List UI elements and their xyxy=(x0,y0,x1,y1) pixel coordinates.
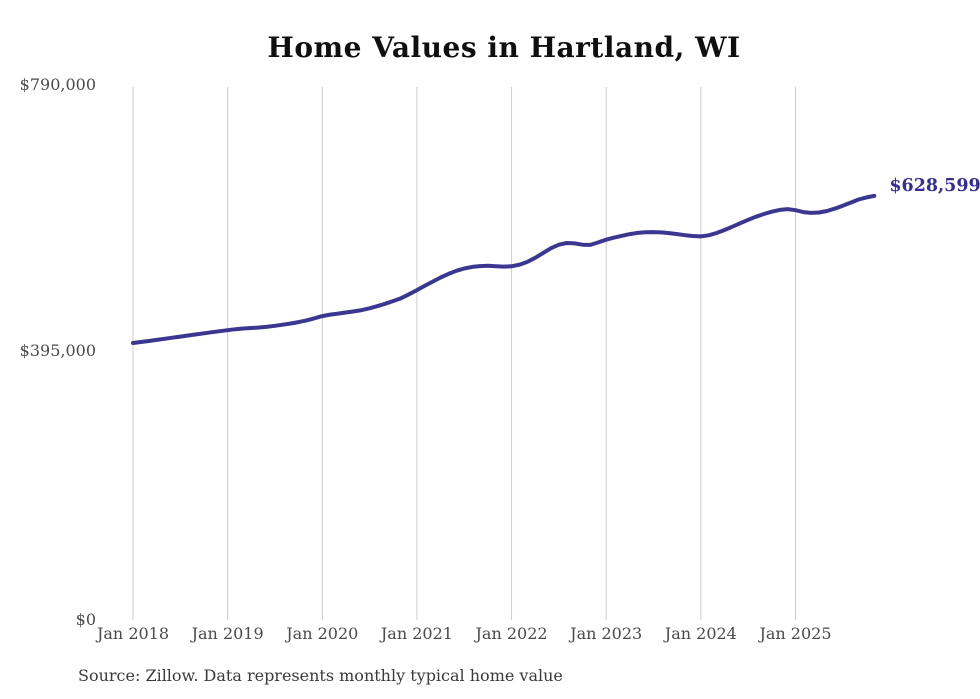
home-value-line xyxy=(131,193,877,345)
x-axis-label-2021: Jan 2021 xyxy=(380,624,453,643)
x-axis-label-2019: Jan 2019 xyxy=(191,624,264,643)
y-axis-label-zero: $0 xyxy=(75,610,96,629)
x-axis-label-2024: Jan 2024 xyxy=(664,624,737,643)
x-axis-label-2018: Jan 2018 xyxy=(96,624,170,643)
y-axis-label-mid: $395,000 xyxy=(19,341,96,360)
current-value-label: $628,599 xyxy=(889,175,980,196)
x-axis-label-2025: Jan 2025 xyxy=(759,624,832,643)
x-axis-label-2020: Jan 2020 xyxy=(286,624,359,643)
x-axis-label-2022: Jan 2022 xyxy=(475,624,548,643)
source-note: Source: Zillow. Data represents monthly … xyxy=(78,666,563,685)
chart-title: Home Values in Hartland, WI xyxy=(267,31,741,64)
x-axis-label-2023: Jan 2023 xyxy=(570,624,643,643)
y-axis-label-top: $790,000 xyxy=(19,75,96,94)
